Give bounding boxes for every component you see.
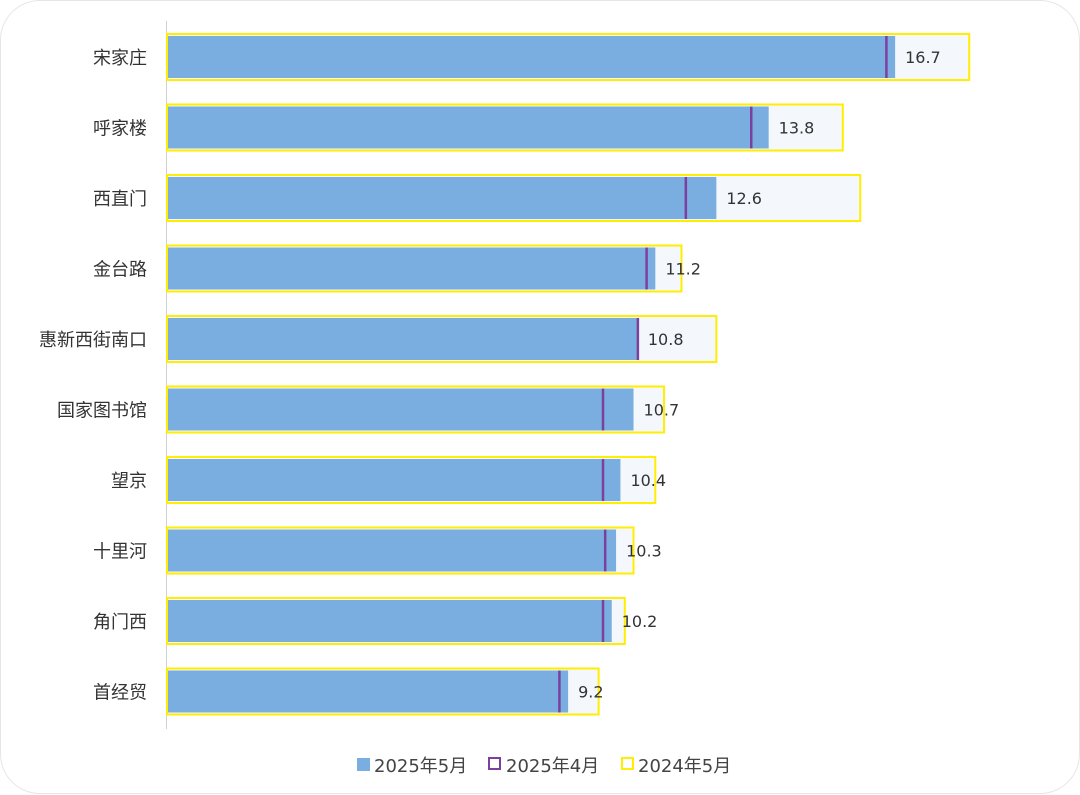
legend: 2025年5月 2025年4月 2024年5月 <box>357 756 731 777</box>
bar-2025-may <box>168 600 612 642</box>
legend-swatch-2025-apr <box>488 757 501 770</box>
value-label: 9.2 <box>578 683 603 702</box>
bar-2025-may <box>168 177 717 219</box>
category-label: 惠新西街南口 <box>39 330 147 351</box>
value-label: 10.2 <box>622 612 658 631</box>
bar-2025-may <box>168 529 617 572</box>
category-label: 宋家庄 <box>93 48 147 69</box>
category-label: 金台路 <box>93 260 147 281</box>
category-label: 十里河 <box>93 542 147 563</box>
bar-2025-may <box>168 388 634 431</box>
category-label: 望京 <box>111 471 147 492</box>
category-label: 国家图书馆 <box>57 401 147 422</box>
bar-2025-may <box>168 459 621 501</box>
legend-label-2024-may: 2024年5月 <box>638 756 731 777</box>
legend-swatch-2024-may <box>621 757 634 770</box>
bar-2025-may <box>168 36 896 78</box>
bars-group: 宋家庄 16.7 呼家楼 13.8 西直门 12.6 金台路 11.2 惠新西街南口 10.8 国家… <box>39 33 971 716</box>
value-label: 10.7 <box>644 401 680 420</box>
bar-2025-may <box>168 106 769 149</box>
bar-2025-may <box>168 247 656 290</box>
value-label: 12.6 <box>726 189 762 208</box>
value-label: 11.2 <box>665 260 701 279</box>
category-label: 西直门 <box>93 189 147 210</box>
legend-label-2025-apr: 2025年4月 <box>506 756 599 777</box>
value-label: 10.8 <box>648 330 684 349</box>
legend-swatch-2025-may <box>357 758 370 771</box>
legend-label-2025-may: 2025年5月 <box>374 756 467 777</box>
value-label: 16.7 <box>905 48 941 67</box>
value-label: 10.4 <box>630 471 666 490</box>
category-label: 角门西 <box>93 612 147 633</box>
value-label: 13.8 <box>779 119 815 138</box>
category-label: 呼家楼 <box>93 119 147 140</box>
bar-2025-may <box>168 670 569 713</box>
category-label: 首经贸 <box>93 683 147 704</box>
value-label: 10.3 <box>626 542 662 561</box>
bar-2025-may <box>168 318 638 360</box>
